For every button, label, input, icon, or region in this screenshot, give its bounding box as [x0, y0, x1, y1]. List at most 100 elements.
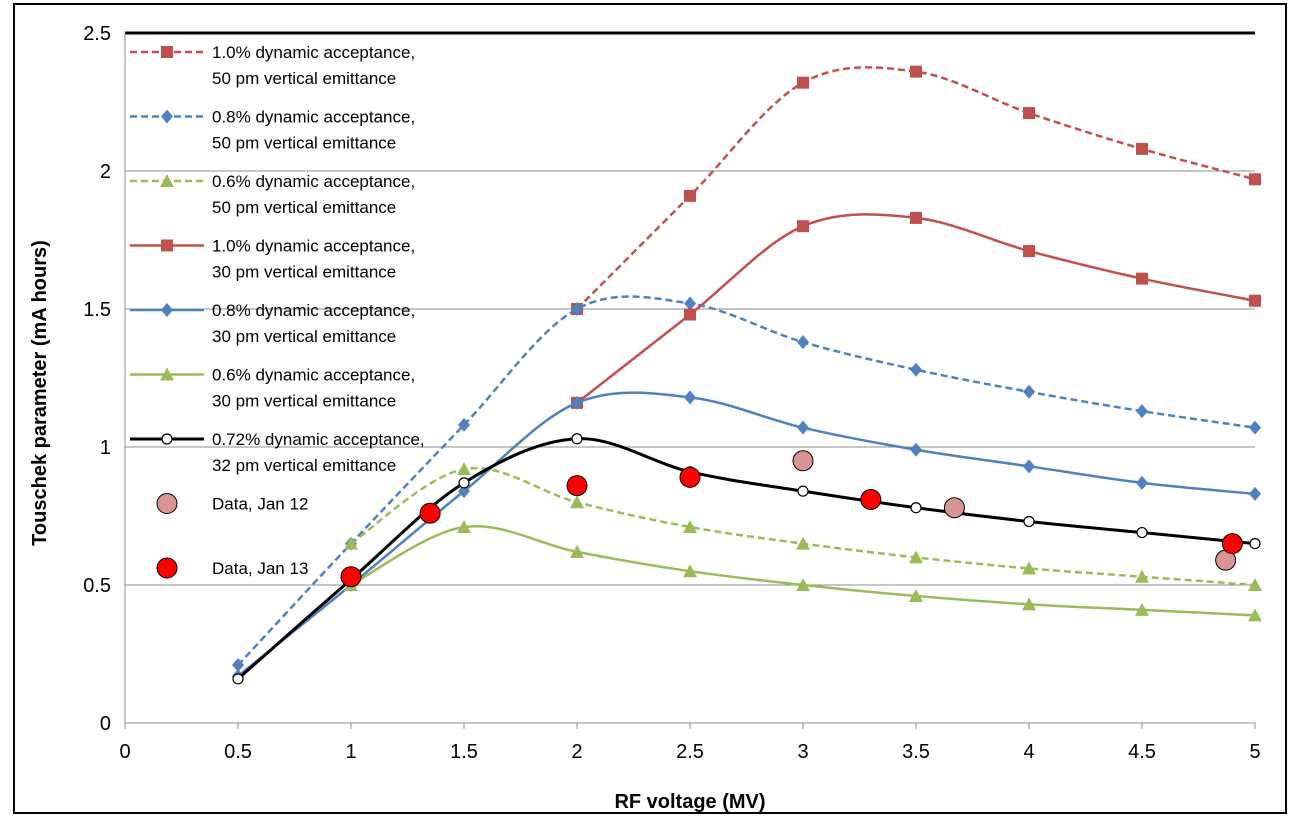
data-point — [1249, 294, 1261, 307]
series-5 — [344, 520, 1262, 622]
data-point — [458, 417, 470, 432]
data-point — [684, 189, 696, 202]
y-axis-title: Touschek parameter (mA hours) — [29, 240, 51, 546]
data-point — [943, 497, 965, 519]
series-line — [237, 391, 1256, 678]
series-2 — [344, 462, 1262, 591]
data-point — [910, 65, 922, 78]
series-line — [237, 437, 1256, 680]
data-point — [566, 475, 588, 497]
x-tick-label: 4.5 — [1128, 741, 1156, 763]
data-point — [910, 211, 922, 224]
data-point — [1136, 526, 1148, 539]
x-tick-label: 1 — [345, 741, 356, 763]
data-point — [457, 520, 471, 534]
data-point — [909, 589, 923, 603]
data-point — [232, 658, 244, 673]
legend-entry-2: 0.6% dynamic acceptance, 50 pm vertical e… — [130, 172, 415, 217]
legend-entry-6: 0.72% dynamic acceptance, 32 pm vertical … — [130, 430, 425, 475]
series-layer — [232, 65, 1262, 685]
legend-label: Data, Jan 13 — [212, 559, 308, 578]
legend-entry-3: 1.0% dynamic acceptance, 30 pm vertical e… — [130, 237, 415, 282]
legend-swatch-marker — [160, 174, 174, 187]
data-point — [797, 485, 809, 497]
data-point — [684, 296, 696, 311]
y-tick-label: 1.5 — [83, 299, 111, 321]
legend-label: 30 pm vertical emittance — [212, 263, 396, 282]
legend-swatch-marker — [161, 239, 173, 252]
legend-label: 50 pm vertical emittance — [212, 198, 396, 217]
data-point — [796, 536, 810, 550]
data-point — [1022, 597, 1036, 611]
legend-label: 50 pm vertical emittance — [212, 134, 396, 153]
legend-label: 30 pm vertical emittance — [212, 392, 396, 411]
legend-label: 0.72% dynamic acceptance, — [212, 430, 425, 449]
data-point — [1023, 459, 1035, 474]
data-point — [344, 536, 358, 550]
data-point — [797, 220, 809, 233]
data-point — [1136, 475, 1148, 490]
data-point — [1135, 569, 1149, 583]
x-tick-label: 2.5 — [676, 741, 704, 763]
legend-label: 1.0% dynamic acceptance, — [212, 237, 415, 256]
data-point — [1135, 602, 1149, 616]
x-tick-label: 5 — [1249, 741, 1260, 763]
legend-label: 0.8% dynamic acceptance, — [212, 108, 415, 127]
x-tick-label: 1.5 — [450, 741, 478, 763]
legend-label: 32 pm vertical emittance — [212, 456, 396, 475]
data-point — [1248, 608, 1262, 622]
data-point — [797, 76, 809, 89]
data-point — [1221, 533, 1243, 555]
data-point — [458, 484, 470, 499]
legend-swatch-marker — [161, 109, 173, 124]
data-point — [796, 578, 810, 591]
legend: 1.0% dynamic acceptance, 50 pm vertical e… — [130, 43, 425, 579]
data-point — [910, 362, 922, 377]
data-point — [1249, 537, 1261, 550]
legend-label: 0.6% dynamic acceptance, — [212, 366, 415, 385]
legend-swatch-marker — [161, 303, 173, 317]
data-point — [684, 390, 696, 405]
data-point — [457, 462, 471, 476]
data-point — [571, 302, 583, 316]
y-tick-label: 2.5 — [83, 23, 111, 45]
data-point — [1023, 384, 1035, 399]
data-point — [909, 550, 923, 564]
series-0 — [571, 65, 1261, 315]
data-point — [1249, 420, 1261, 435]
data-point — [792, 450, 814, 472]
data-point — [1248, 578, 1262, 591]
legend-swatch-marker — [161, 433, 173, 445]
y-tick-label: 0.5 — [83, 575, 111, 597]
y-tick-label: 2 — [100, 161, 111, 183]
x-tick-label: 3.5 — [902, 741, 930, 763]
legend-entry-1: 0.8% dynamic acceptance, 50 pm vertical e… — [130, 108, 415, 153]
data-point — [1249, 173, 1261, 186]
x-tick-label: 2 — [571, 741, 582, 763]
legend-entry-8: Data, Jan 13 — [156, 557, 308, 579]
data-point — [419, 502, 441, 524]
data-point — [340, 566, 362, 588]
series-3 — [571, 211, 1261, 409]
x-tick-label: 4 — [1023, 741, 1034, 763]
x-tick-label: 3 — [797, 741, 808, 763]
legend-label: 0.8% dynamic acceptance, — [212, 301, 415, 320]
legend-swatch-marker — [160, 367, 174, 381]
data-point — [1023, 515, 1035, 528]
data-point — [1023, 245, 1035, 258]
legend-label: 1.0% dynamic acceptance, — [212, 43, 415, 62]
series-8 — [340, 466, 1243, 588]
legend-entry-5: 0.6% dynamic acceptance, 30 pm vertical e… — [130, 366, 415, 411]
data-point — [570, 544, 584, 558]
y-tick-label: 1 — [100, 437, 111, 459]
data-point — [1023, 107, 1035, 120]
data-point — [683, 564, 697, 578]
legend-swatch-marker — [161, 46, 173, 58]
data-point — [684, 308, 696, 321]
legend-entry-0: 1.0% dynamic acceptance, 50 pm vertical e… — [130, 43, 415, 88]
data-point — [571, 395, 583, 410]
data-point — [860, 488, 882, 510]
series-line — [237, 295, 1256, 666]
